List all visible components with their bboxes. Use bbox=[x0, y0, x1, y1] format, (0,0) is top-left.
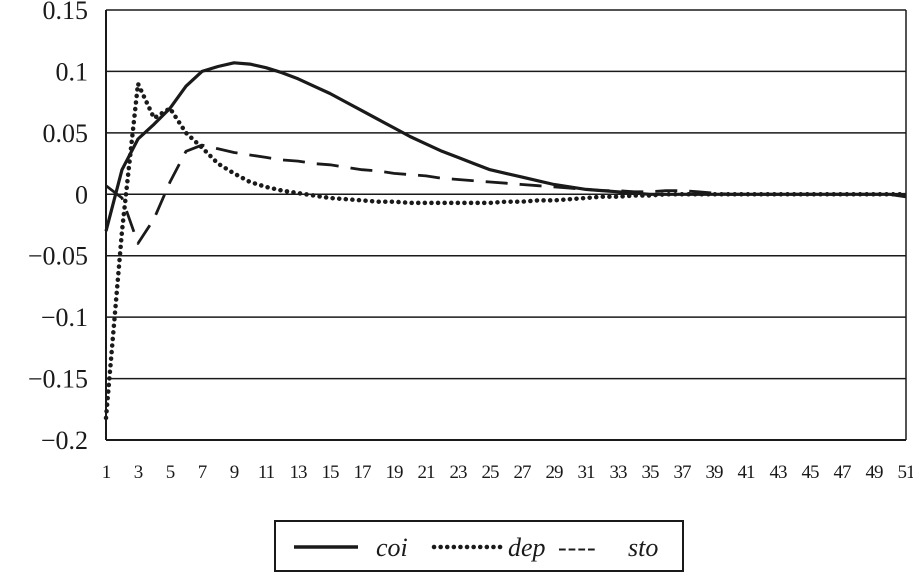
series-line-coi bbox=[104, 61, 907, 232]
x-tick-label: 3 bbox=[134, 462, 143, 483]
y-axis-tick-labels: 0.15 0.1 0.05 0 −0.05 −0.1 −0.15 −0.2 bbox=[28, 0, 88, 455]
legend-separator-dashes: ---- bbox=[558, 533, 597, 562]
x-tick-label: 19 bbox=[386, 462, 404, 483]
x-tick-label: 9 bbox=[230, 462, 239, 483]
x-tick-label: 25 bbox=[482, 462, 500, 483]
legend-label-coi: coi bbox=[376, 533, 408, 562]
x-tick-label: 47 bbox=[834, 462, 852, 483]
x-tick-label: 39 bbox=[706, 462, 724, 483]
y-tick-label: 0.15 bbox=[43, 0, 89, 25]
y-tick-label: −0.1 bbox=[41, 303, 88, 332]
x-tick-label: 27 bbox=[514, 462, 532, 483]
x-tick-label: 23 bbox=[450, 462, 468, 483]
series-line-sto bbox=[105, 143, 906, 245]
x-tick-label: 5 bbox=[166, 462, 175, 483]
x-tick-label: 49 bbox=[866, 462, 884, 483]
x-tick-label: 31 bbox=[578, 462, 596, 483]
series-line-dep bbox=[103, 81, 909, 421]
grid-lines bbox=[106, 9, 906, 441]
x-tick-label: 7 bbox=[198, 462, 207, 483]
x-tick-label: 15 bbox=[322, 462, 340, 483]
x-tick-label: 13 bbox=[290, 462, 308, 483]
x-tick-label: 37 bbox=[674, 462, 692, 483]
series-lines bbox=[103, 61, 909, 421]
x-tick-label: 45 bbox=[802, 462, 820, 483]
y-tick-label: 0.1 bbox=[56, 57, 89, 86]
x-tick-label: 11 bbox=[258, 462, 275, 483]
legend-content: coi dep ---- sto bbox=[294, 533, 658, 562]
legend: coi dep ---- sto bbox=[274, 520, 684, 572]
x-tick-label: 35 bbox=[642, 462, 660, 483]
x-tick-label: 33 bbox=[610, 462, 628, 483]
y-tick-label: 0 bbox=[75, 180, 88, 209]
y-tick-label: −0.05 bbox=[28, 242, 88, 271]
x-tick-label: 43 bbox=[770, 462, 788, 483]
x-tick-label: 17 bbox=[354, 462, 372, 483]
x-tick-label: 29 bbox=[546, 462, 564, 483]
y-tick-label: 0.05 bbox=[43, 119, 89, 148]
y-tick-label: −0.15 bbox=[28, 365, 88, 394]
x-tick-label: 41 bbox=[738, 462, 756, 483]
x-tick-label: 1 bbox=[102, 462, 111, 483]
legend-label-dep: dep bbox=[508, 533, 546, 562]
y-tick-label: −0.2 bbox=[41, 426, 88, 455]
x-tick-label: 51 bbox=[898, 462, 913, 483]
legend-label-sto: sto bbox=[628, 533, 658, 562]
x-axis-tick-labels: 1 3 5 7 9 11 13 15 17 19 21 23 25 27 29 31 33 35 37 39 41 43 4… bbox=[102, 462, 913, 483]
axes bbox=[105, 10, 907, 441]
x-tick-label: 21 bbox=[418, 462, 436, 483]
